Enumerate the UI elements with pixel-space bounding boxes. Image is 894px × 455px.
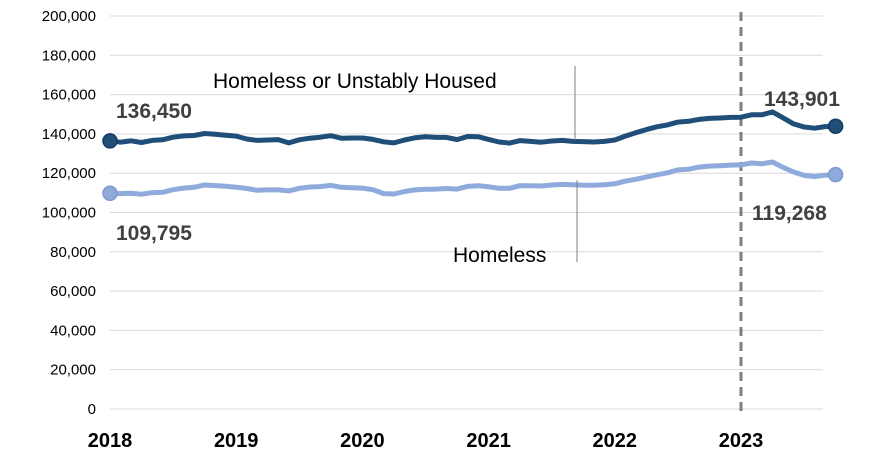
y-tick-label: 100,000 bbox=[42, 205, 96, 222]
homeless-or-unstably-housed-series-line bbox=[107, 109, 839, 146]
y-tick-label: 60,000 bbox=[50, 283, 96, 300]
y-tick-label: 40,000 bbox=[50, 322, 96, 339]
y-tick-label: 140,000 bbox=[42, 126, 96, 143]
y-tick-label: 0 bbox=[88, 401, 96, 418]
gridlines bbox=[110, 15, 823, 410]
x-tick-label: 2022 bbox=[593, 430, 638, 452]
y-tick-label: 120,000 bbox=[42, 165, 96, 182]
homeless-series-line bbox=[107, 159, 839, 197]
homeless-start-marker bbox=[102, 185, 118, 202]
homeless-or-unstably-housed-series-label: Homeless or Unstably Housed bbox=[213, 70, 497, 93]
x-tick-label: 2020 bbox=[340, 430, 385, 452]
chart-annotations: Homeless or Unstably Housed Homeless 136… bbox=[116, 66, 840, 267]
y-tick-label: 80,000 bbox=[50, 244, 96, 261]
y-tick-label: 180,000 bbox=[42, 47, 96, 64]
homeless-or-unstably-housed-end-value-label: 143,901 bbox=[764, 88, 840, 111]
homeless-or-unstably-housed-start-marker bbox=[102, 133, 118, 149]
homeless-end-marker bbox=[827, 166, 844, 183]
homeless-end-value-label: 119,268 bbox=[752, 202, 827, 225]
y-tick-label: 200,000 bbox=[42, 8, 96, 25]
x-tick-label: 2023 bbox=[719, 430, 764, 452]
homeless-start-value-label: 109,795 bbox=[116, 222, 192, 245]
x-tick-label: 2018 bbox=[88, 430, 133, 452]
y-axis-tick-labels: 0 20,000 40,000 60,000 80,000 100,000 120,000 1… bbox=[42, 8, 96, 418]
homeless-or-unstably-housed-start-value-label: 136,450 bbox=[116, 100, 192, 123]
x-tick-label: 2019 bbox=[214, 430, 259, 452]
homeless-or-unstably-housed-end-marker bbox=[827, 118, 844, 134]
x-tick-label: 2021 bbox=[466, 430, 511, 452]
y-tick-label: 160,000 bbox=[42, 87, 96, 104]
x-axis-tick-labels: 2018 2019 2020 2021 2022 2023 bbox=[88, 430, 763, 452]
homeless-series-label: Homeless bbox=[453, 244, 546, 267]
series-lines bbox=[102, 109, 844, 202]
y-tick-label: 20,000 bbox=[50, 362, 96, 379]
